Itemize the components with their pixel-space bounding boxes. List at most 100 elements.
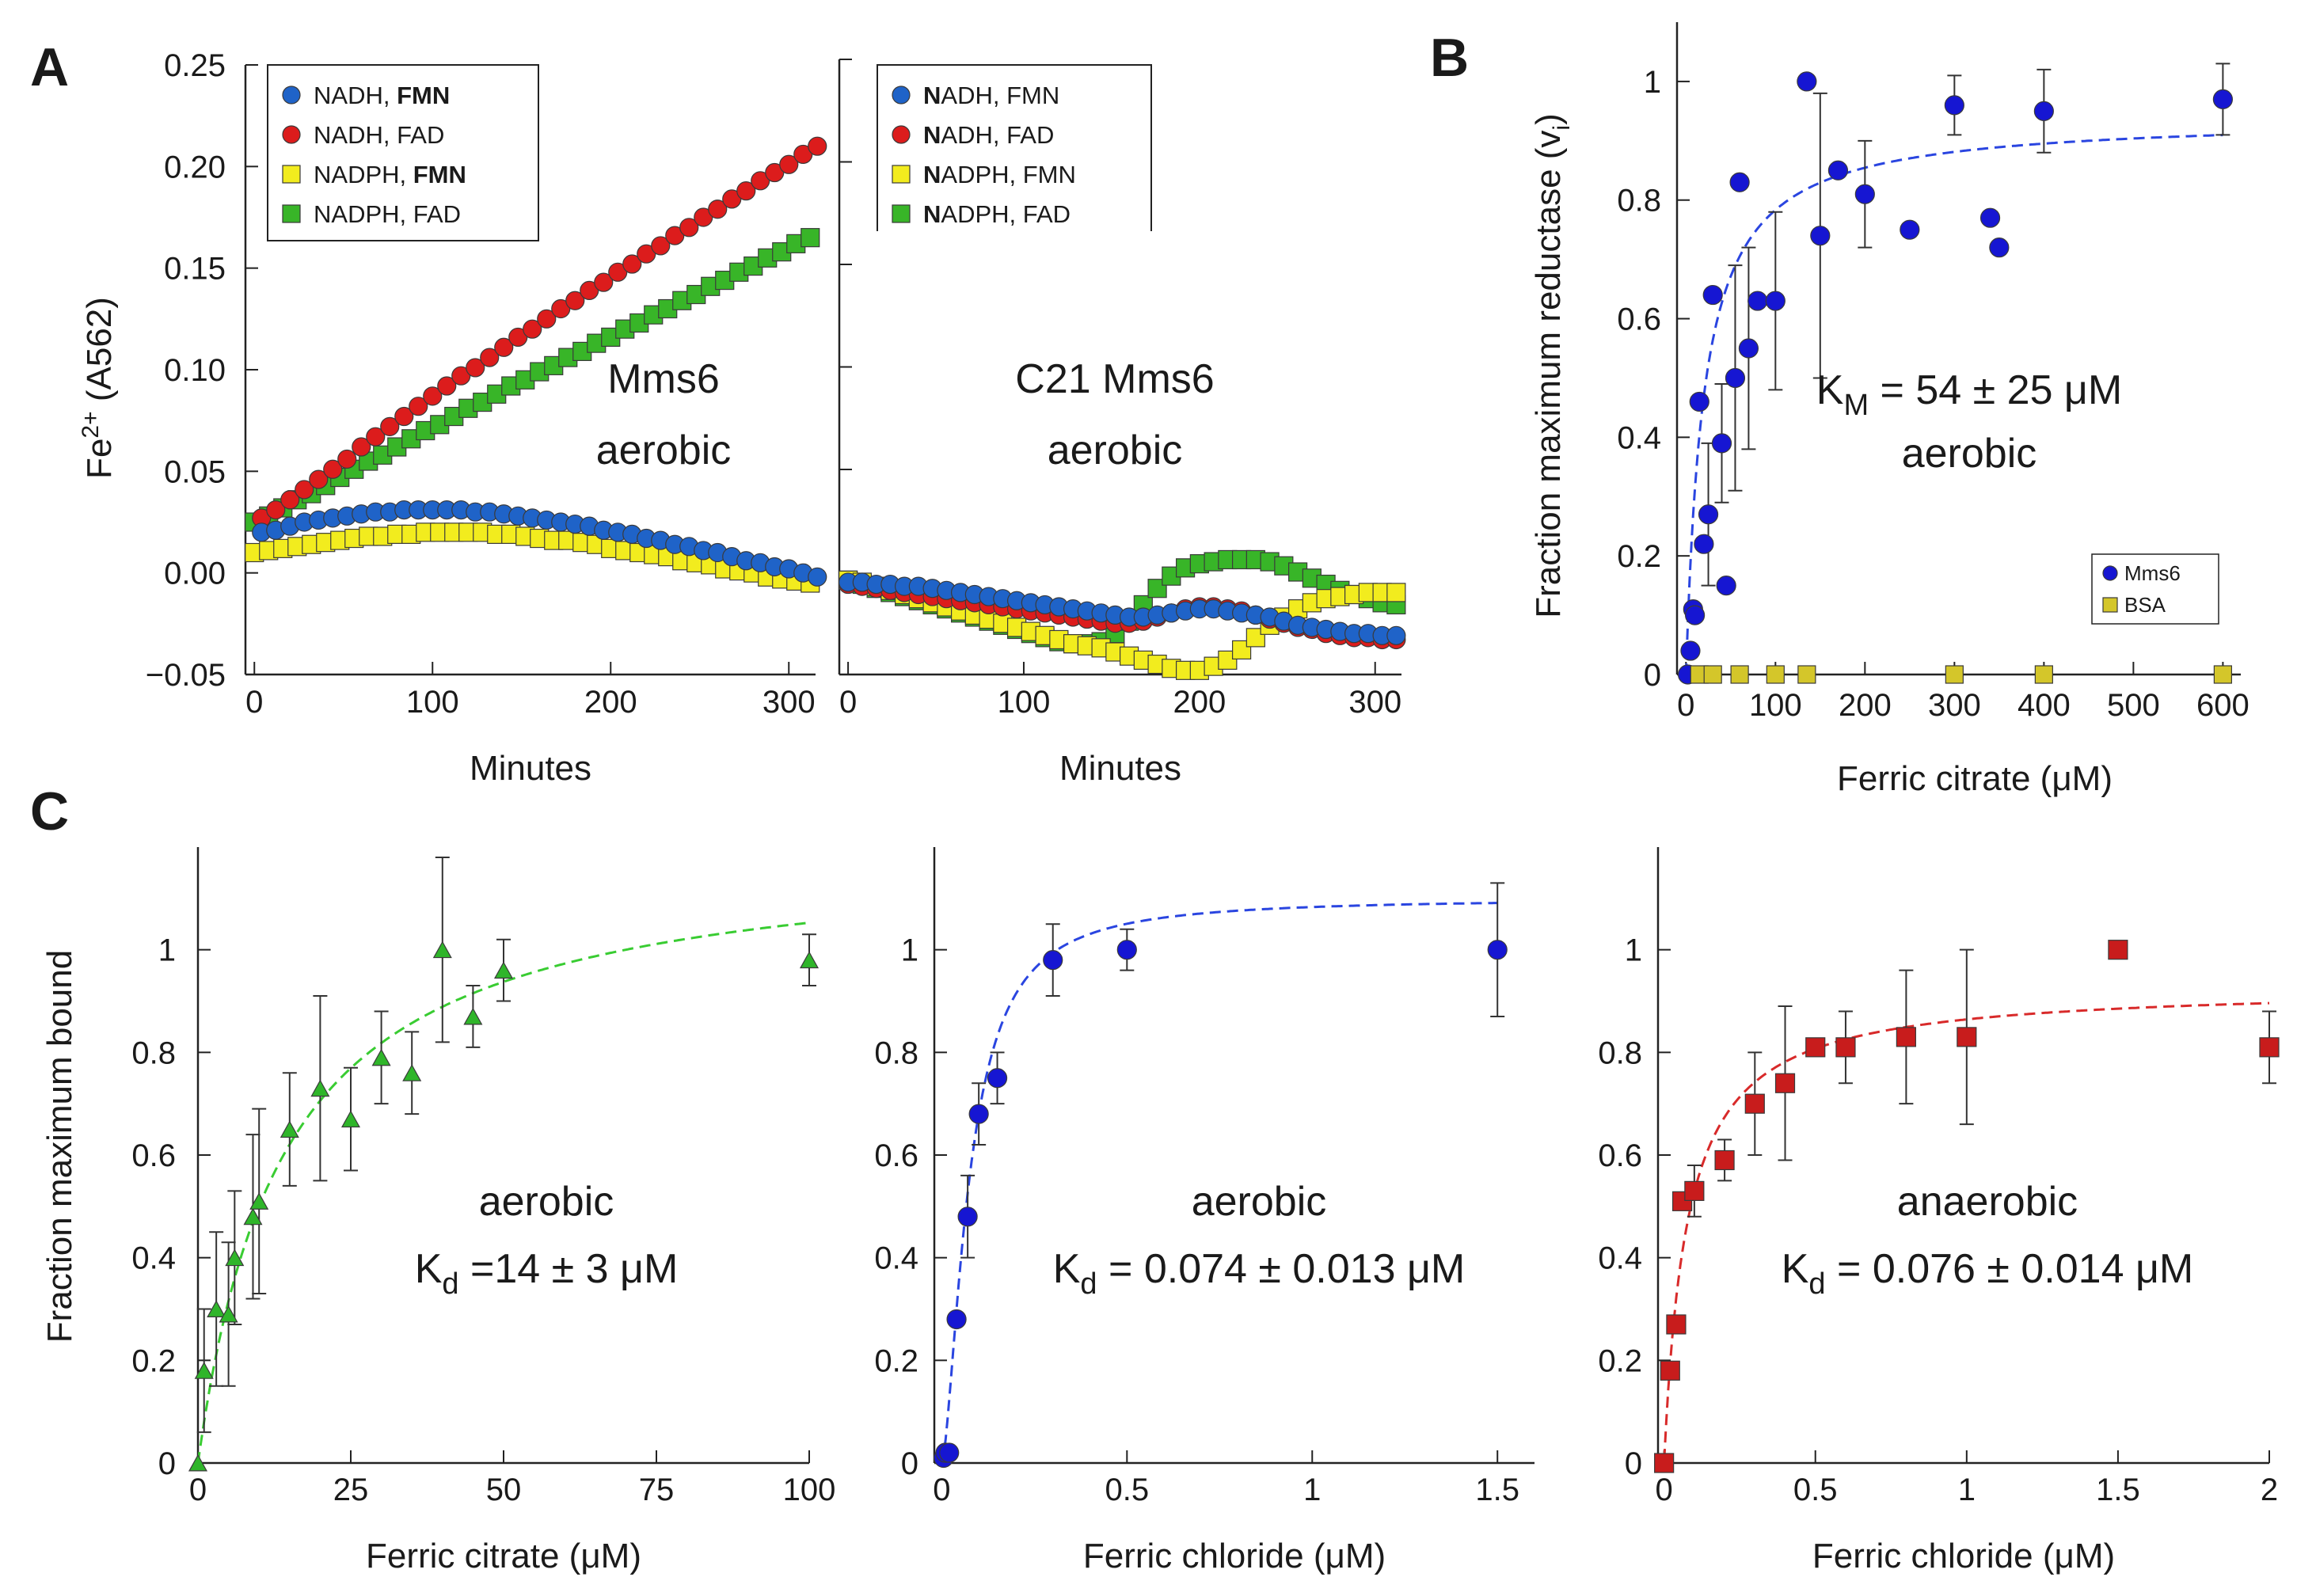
series-bsa <box>1690 665 2232 684</box>
data-point <box>793 144 813 165</box>
data-point <box>2212 89 2233 109</box>
y-axis-label: Fraction maximum bound <box>40 950 79 1343</box>
data-point <box>939 1442 960 1463</box>
data-point <box>1766 665 1785 684</box>
y-tick-label: 0.4 <box>1598 1241 1642 1276</box>
y-tick-label: 0.2 <box>1598 1343 1642 1378</box>
data-point <box>751 171 770 191</box>
data-point <box>1386 583 1406 602</box>
annotation-condition: aerobic <box>1048 428 1183 473</box>
data-point <box>679 218 699 238</box>
data-point <box>219 1305 238 1323</box>
x-axis-label: Ferric chloride (μM) <box>1083 1537 1386 1575</box>
series-nadh-fad <box>252 136 827 528</box>
data-point <box>207 1300 226 1318</box>
data-point <box>1694 534 1714 554</box>
data-point <box>402 1064 422 1081</box>
series-points <box>934 882 1508 1469</box>
data-point <box>494 337 514 357</box>
legend-marker <box>2102 565 2118 581</box>
data-point <box>1854 184 1875 204</box>
data-point <box>451 366 471 386</box>
series-points <box>1654 940 2280 1473</box>
x-axis-label: Minutes <box>1059 749 1181 788</box>
data-point <box>1043 950 1063 971</box>
panel-label-b: B <box>1430 28 1469 88</box>
data-point <box>1729 172 1750 192</box>
data-point <box>622 254 642 274</box>
x-tick-label: 1.5 <box>2096 1472 2140 1507</box>
y-tick-label: 0 <box>1625 1446 1642 1481</box>
legend-marker <box>892 125 911 144</box>
x-tick-label: 100 <box>1749 688 1802 723</box>
data-point <box>736 181 756 201</box>
x-tick-label: 300 <box>1928 688 1981 723</box>
x-axis-label: Ferric citrate (μM) <box>366 1537 641 1575</box>
x-tick-label: 200 <box>1839 688 1892 723</box>
y-tick-label: 0 <box>158 1446 176 1481</box>
data-point <box>1989 238 2010 258</box>
legend-label: NADPH, FMN <box>314 161 466 188</box>
x-tick-label: 1.5 <box>1475 1472 1519 1507</box>
data-point <box>1654 1453 1675 1473</box>
chart-c-ferric-citrate: 0 0.2 0.4 0.6 0.8 1 0 25 50 75 100 Ferric citrate (… <box>40 847 835 1575</box>
data-point <box>1386 625 1406 645</box>
legend-marker <box>282 165 301 184</box>
x-tick-label: 2 <box>2261 1472 2278 1507</box>
legend-label: NADPH, FAD <box>314 200 461 228</box>
series-nadph-fmn <box>245 522 820 593</box>
data-point <box>608 262 628 282</box>
x-tick-label: 600 <box>2196 688 2249 723</box>
annotation-condition: anaerobic <box>1897 1179 2078 1225</box>
x-tick-label: 0 <box>933 1472 950 1507</box>
x-tick-label: 200 <box>1173 685 1226 720</box>
y-tick-label: 0.05 <box>164 454 226 489</box>
data-point <box>409 397 428 416</box>
data-point <box>432 940 452 959</box>
x-tick-label: 25 <box>333 1472 369 1507</box>
annotation-condition: aerobic <box>596 428 732 473</box>
data-point <box>1714 1150 1735 1171</box>
annotation-title: C21 Mms6 <box>1015 356 1214 402</box>
series-mms6 <box>1677 63 2233 685</box>
x-tick-label: 50 <box>486 1472 522 1507</box>
x-axis-label: Minutes <box>470 749 591 788</box>
data-point <box>280 1120 299 1138</box>
panel-label-c: C <box>30 781 69 842</box>
data-point <box>1945 665 1964 684</box>
data-point <box>1797 665 1816 684</box>
data-point <box>266 500 286 520</box>
x-tick-label: 1 <box>1958 1472 1976 1507</box>
data-point <box>463 1007 483 1025</box>
data-point <box>394 406 414 427</box>
data-point <box>957 1206 978 1227</box>
x-tick-label: 0 <box>245 685 263 720</box>
x-tick-label: 500 <box>2107 688 2160 723</box>
data-point <box>2033 101 2054 121</box>
data-point <box>188 1454 208 1472</box>
y-tick-label: 0 <box>901 1446 918 1481</box>
annotation-kd: Kd = 0.076 ± 0.014 μM <box>1782 1246 2194 1301</box>
data-point <box>801 228 820 248</box>
data-point <box>194 1362 214 1379</box>
y-tick-label: 0.15 <box>164 252 226 287</box>
data-point <box>523 319 542 339</box>
legend-marker <box>892 86 911 104</box>
data-point <box>2108 940 2128 960</box>
y-tick-label: 0.8 <box>1617 184 1661 218</box>
data-point <box>1765 291 1785 311</box>
annotation-condition: aerobic <box>1902 431 2037 477</box>
data-point <box>1689 391 1709 412</box>
y-tick-label: 0.6 <box>1617 302 1661 337</box>
y-tick-label: 0.8 <box>131 1036 176 1070</box>
data-point <box>1827 160 1849 180</box>
chart-a-mms6: −0.05 0.00 0.05 0.10 0.15 0.20 0.25 0 100 200 300 M… <box>78 48 827 788</box>
data-point <box>1685 605 1706 625</box>
x-tick-label: 0 <box>1656 1472 1673 1507</box>
data-point <box>946 1309 967 1330</box>
data-point <box>1730 665 1749 684</box>
data-point <box>594 272 614 292</box>
data-point <box>2034 665 2053 684</box>
x-tick-label: 300 <box>762 685 816 720</box>
